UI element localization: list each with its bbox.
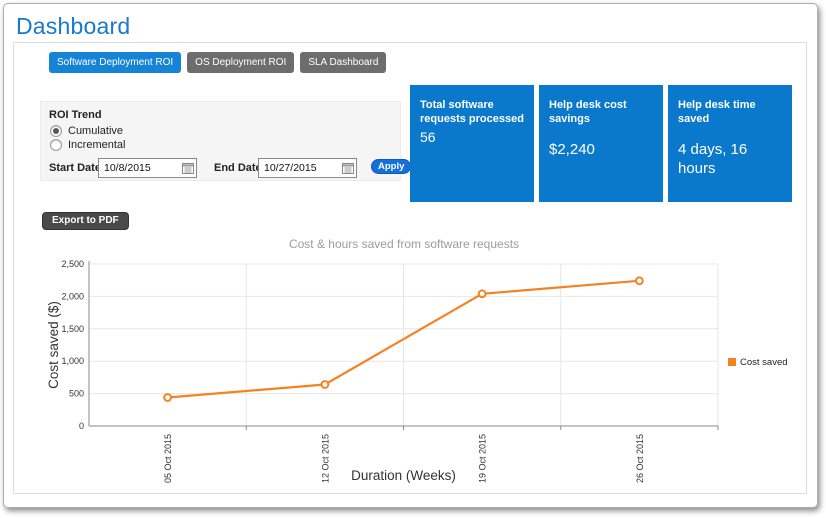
legend: Cost saved — [728, 357, 788, 368]
apply-button[interactable]: Apply — [371, 159, 412, 174]
cost-saved-line-chart: 0 500 1,000 1,500 2,000 2,500 05 Oct 2015 12 Oc… — [46, 259, 788, 483]
page-title: Dashboard — [16, 13, 131, 39]
end-date-input[interactable] — [259, 162, 339, 174]
svg-text:Duration (Weeks): Duration (Weeks) — [351, 468, 456, 483]
chart-title: Cost & hours saved from software request… — [288, 237, 520, 251]
kpi-card-label: Help desk time saved — [678, 99, 756, 125]
kpi-card-total-software-requests-processed: Total software requests processed 56 — [410, 85, 534, 202]
radio-button-icon[interactable] — [50, 124, 62, 137]
legend-label: Cost saved — [740, 357, 788, 368]
kpi-card-value: 56 — [420, 129, 436, 145]
tab-sla-dashboard[interactable]: SLA Dashboard — [300, 52, 387, 73]
kpi-card-value: 4 days, 16 hours — [678, 141, 748, 177]
calendar-icon[interactable] — [339, 159, 356, 177]
start-date-input[interactable] — [99, 162, 179, 174]
legend-marker-icon — [728, 358, 736, 366]
start-date-field — [98, 158, 197, 178]
svg-text:12 Oct 2015: 12 Oct 2015 — [320, 434, 330, 483]
svg-text:19 Oct 2015: 19 Oct 2015 — [478, 434, 488, 483]
roi-trend-option-cumulative[interactable]: Cumulative — [50, 124, 125, 137]
svg-text:500: 500 — [69, 389, 84, 399]
radio-button-icon[interactable] — [50, 138, 62, 151]
roi-trend-radio-group: Cumulative Incremental — [50, 124, 125, 152]
content-panel: Software Deployment ROI OS Deployment ROI… — [13, 42, 807, 494]
svg-text:05 Oct 2015: 05 Oct 2015 — [163, 434, 173, 483]
svg-text:0: 0 — [79, 421, 84, 431]
tab-os-deployment-roi[interactable]: OS Deployment ROI — [187, 52, 295, 73]
svg-text:26 Oct 2015: 26 Oct 2015 — [635, 434, 645, 483]
kpi-card-help-desk-cost-savings: Help desk cost savings $2,240 — [539, 85, 663, 202]
dashboard-window: Dashboard Software Deployment ROI OS Depl… — [3, 3, 818, 508]
kpi-card-value: $2,240 — [549, 141, 595, 158]
tab-software-deployment-roi[interactable]: Software Deployment ROI — [49, 52, 182, 73]
svg-text:1,500: 1,500 — [61, 324, 84, 334]
roi-trend-label: ROI Trend — [49, 109, 102, 121]
svg-text:2,000: 2,000 — [61, 291, 84, 301]
start-date-label: Start Date: — [49, 162, 105, 174]
kpi-card-label: Help desk cost savings — [549, 99, 627, 125]
svg-text:2,500: 2,500 — [61, 259, 84, 269]
tab-bar: Software Deployment ROI OS Deployment ROI… — [49, 52, 387, 73]
end-date-label: End Date: — [214, 162, 266, 174]
svg-text:1,000: 1,000 — [61, 356, 84, 366]
calendar-icon[interactable] — [179, 159, 196, 177]
kpi-card-label: Total software requests processed — [420, 99, 524, 125]
kpi-cards: Total software requests processed 56 Help … — [410, 85, 792, 202]
roi-trend-option-incremental[interactable]: Incremental — [50, 138, 125, 151]
end-date-field — [258, 158, 357, 178]
radio-label: Incremental — [68, 138, 126, 151]
svg-text:Cost saved ($): Cost saved ($) — [46, 301, 61, 389]
export-to-pdf-button[interactable]: Export to PDF — [42, 212, 129, 230]
roi-filter-panel: ROI Trend Cumulative Incremental Start Da… — [40, 101, 412, 181]
radio-label: Cumulative — [68, 124, 124, 137]
kpi-card-help-desk-time-saved: Help desk time saved 4 days, 16 hours — [668, 85, 792, 202]
